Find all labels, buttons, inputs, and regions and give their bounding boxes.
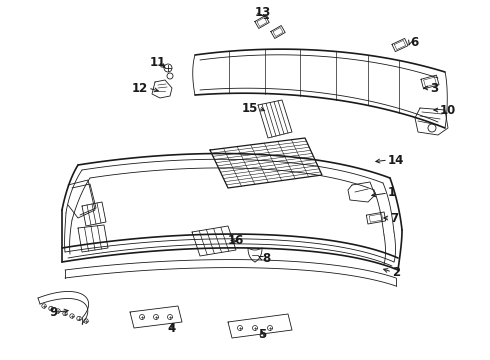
Text: 6: 6 bbox=[410, 36, 418, 49]
Text: 12: 12 bbox=[132, 81, 148, 94]
Text: 8: 8 bbox=[262, 252, 270, 265]
Text: 16: 16 bbox=[228, 234, 245, 247]
Text: 14: 14 bbox=[388, 153, 404, 166]
Text: 15: 15 bbox=[242, 102, 258, 114]
Text: 1: 1 bbox=[388, 186, 396, 199]
Text: 5: 5 bbox=[258, 328, 266, 342]
Text: 11: 11 bbox=[150, 55, 166, 68]
Text: 3: 3 bbox=[430, 81, 438, 94]
Text: 13: 13 bbox=[255, 5, 271, 18]
Text: 4: 4 bbox=[168, 321, 176, 334]
Text: 10: 10 bbox=[440, 104, 456, 117]
Text: 9: 9 bbox=[50, 306, 58, 319]
Text: 7: 7 bbox=[390, 211, 398, 225]
Text: 2: 2 bbox=[392, 266, 400, 279]
